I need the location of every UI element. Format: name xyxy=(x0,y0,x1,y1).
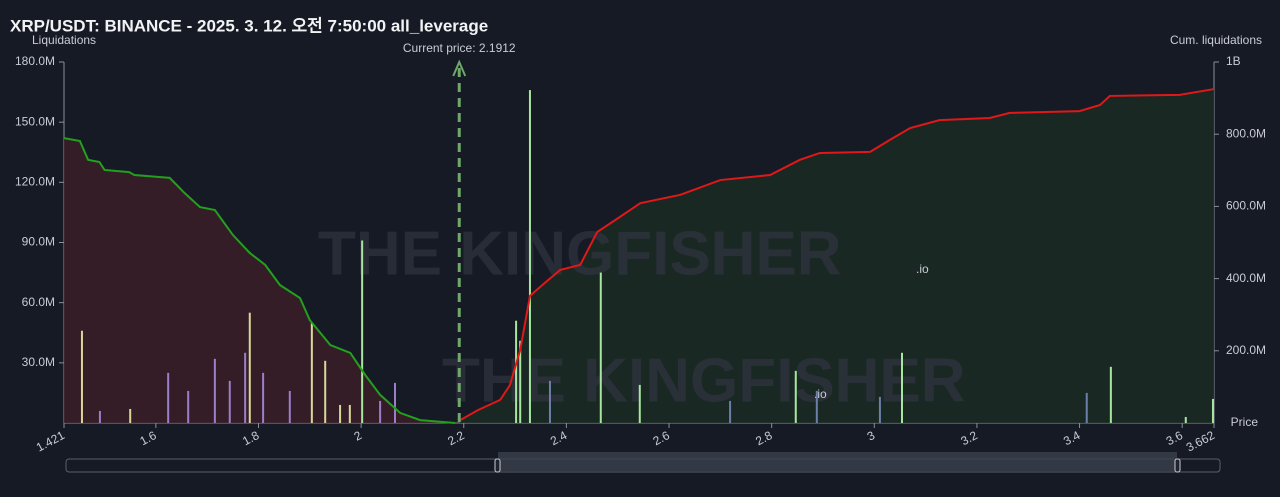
y2-tick-label: 800.0M xyxy=(1226,126,1266,140)
liquidation-bar xyxy=(393,382,396,423)
liquidation-bar xyxy=(1211,398,1214,423)
y2-tick-label: 600.0M xyxy=(1226,199,1266,213)
liquidation-bar xyxy=(815,390,818,423)
liquidation-bar xyxy=(1184,416,1187,423)
liquidation-bar xyxy=(129,408,132,423)
liquidation-bar xyxy=(599,272,602,423)
liquidation-bar xyxy=(167,372,170,423)
y-tick-label: 90.0M xyxy=(22,235,55,249)
y-tick-label: 150.0M xyxy=(15,114,55,128)
liquidation-bar xyxy=(310,322,313,423)
liquidation-bar xyxy=(519,340,522,423)
y-tick-label: 180.0M xyxy=(15,54,55,68)
liquidation-bar xyxy=(187,390,190,423)
liquidation-bar xyxy=(288,390,291,423)
current-price-arrow xyxy=(452,59,467,77)
liquidation-bar xyxy=(729,400,732,423)
watermark: .io xyxy=(916,262,929,276)
liquidation-bar xyxy=(1109,366,1112,423)
y2-axis-label: Cum. liquidations xyxy=(1170,33,1262,47)
liquidation-bar xyxy=(878,396,881,423)
scroll-handle[interactable] xyxy=(494,458,501,473)
y2-tick-label: 200.0M xyxy=(1226,343,1266,357)
scroll-handle[interactable] xyxy=(1174,458,1181,473)
current-price-label: Current price: 2.1912 xyxy=(403,41,516,55)
liquidation-bar xyxy=(262,372,265,423)
scroll-window[interactable] xyxy=(498,452,1177,472)
cum-area xyxy=(460,89,1214,423)
y-tick-label: 30.0M xyxy=(22,355,55,369)
liquidation-bar xyxy=(528,90,531,424)
y-tick-label: 60.0M xyxy=(22,295,55,309)
liquidation-bar xyxy=(638,384,641,423)
liquidation-bar xyxy=(339,404,342,423)
liquidation-bar xyxy=(794,370,797,423)
liquidation-bar xyxy=(1085,392,1088,423)
liquidation-bar xyxy=(228,380,231,423)
liquidation-bar xyxy=(248,312,251,423)
liquidation-bar xyxy=(98,410,101,423)
cum-line xyxy=(63,137,456,424)
liquidation-bar xyxy=(379,400,382,423)
liquidation-bar xyxy=(324,360,327,423)
liquidation-bar xyxy=(515,320,518,423)
cum-line xyxy=(459,88,1215,421)
liquidation-bar xyxy=(244,352,247,423)
y2-tick-label: 1B xyxy=(1226,54,1241,68)
y-axis-label: Liquidations xyxy=(32,33,96,47)
watermark: THE KINGFISHER xyxy=(318,219,842,288)
liquidation-bar xyxy=(80,330,83,423)
y-tick-label: 120.0M xyxy=(15,175,55,189)
x-axis-label: Price xyxy=(1231,415,1259,429)
cum-area xyxy=(64,138,456,423)
chart-title: XRP/USDT: BINANCE - 2025. 3. 12. 오전 7:50… xyxy=(10,16,488,35)
liquidation-bar xyxy=(900,352,903,423)
y2-tick-label: 400.0M xyxy=(1226,271,1266,285)
liquidation-bar xyxy=(213,358,216,423)
liquidation-bar xyxy=(548,380,551,423)
liquidation-bar xyxy=(361,240,364,423)
liquidation-bar xyxy=(348,404,351,423)
